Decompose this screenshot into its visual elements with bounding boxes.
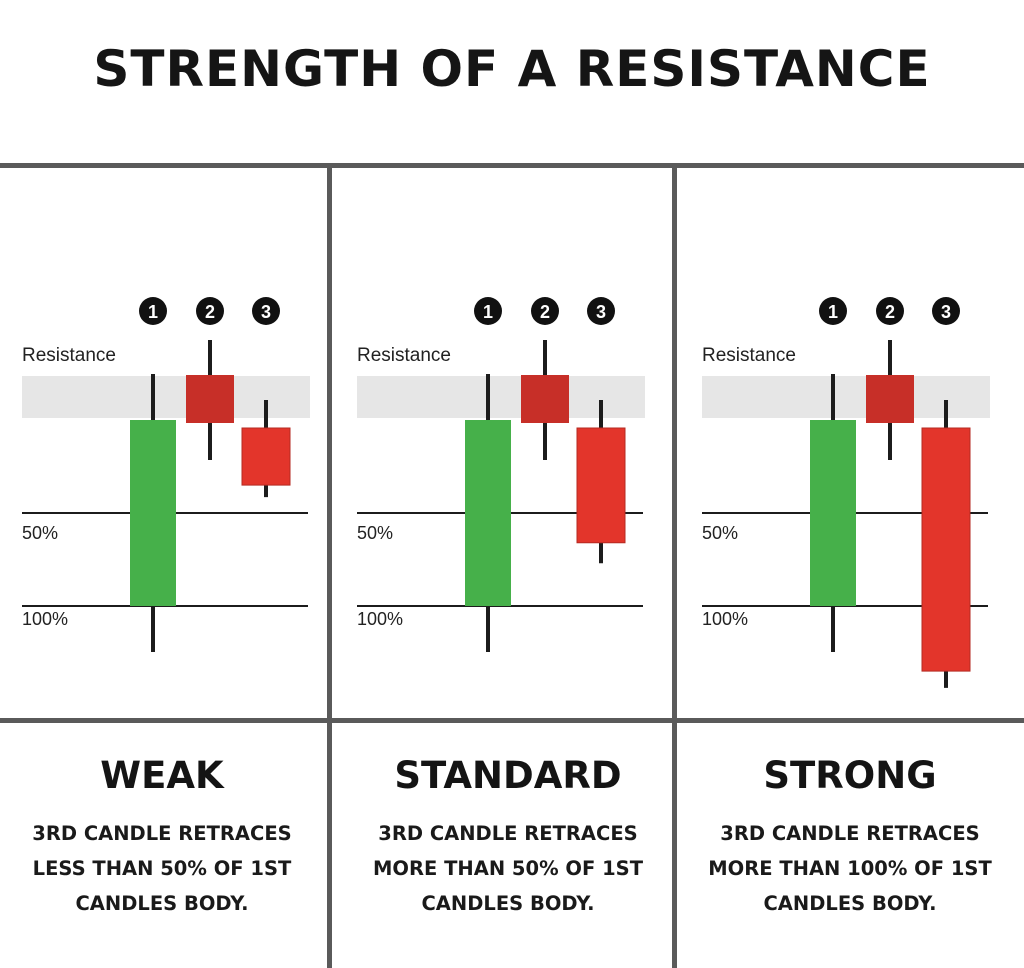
resistance-zone (357, 376, 645, 418)
divider-left (327, 163, 332, 968)
divider-middle (0, 718, 1024, 723)
candle-marker-number: 1 (483, 302, 493, 322)
hundred-percent-label: 100% (22, 609, 68, 629)
weak-caption: WEAK 3RD CANDLE RETRACES LESS THAN 50% O… (0, 722, 332, 968)
candle-marker-number: 2 (885, 302, 895, 322)
candle-2-body (866, 375, 914, 423)
candle-marker-number: 3 (941, 302, 951, 322)
strength-description: 3RD CANDLE RETRACES LESS THAN 50% OF 1ST… (32, 822, 292, 915)
candle-1-body (465, 420, 511, 606)
fifty-percent-label: 50% (22, 523, 58, 543)
strong-caption: STRONG 3RD CANDLE RETRACES MORE THAN 100… (680, 722, 1020, 968)
candle-marker-1 (474, 297, 502, 325)
strength-heading: STRONG (763, 754, 937, 797)
page-title: STRENGTH OF A RESISTANCE (93, 40, 931, 98)
strength-heading: STANDARD (394, 754, 622, 797)
candle-marker-number: 3 (596, 302, 606, 322)
standard-caption: STANDARD 3RD CANDLE RETRACES MORE THAN 5… (338, 722, 678, 968)
candlestick-chart: Resistance 50% 100% 1 2 3 (702, 297, 990, 688)
resistance-label: Resistance (22, 345, 116, 366)
candle-marker-2 (876, 297, 904, 325)
divider-right (672, 163, 677, 968)
resistance-label: Resistance (357, 345, 451, 366)
candle-3-body (576, 427, 626, 544)
candle-1-body (130, 420, 176, 606)
hundred-percent-label: 100% (702, 609, 748, 629)
candle-marker-3 (587, 297, 615, 325)
candle-marker-2 (196, 297, 224, 325)
candle-2-body (186, 375, 234, 423)
candle-marker-number: 3 (261, 302, 271, 322)
candle-marker-number: 1 (148, 302, 158, 322)
strength-heading: WEAK (100, 754, 224, 797)
standard-chart-panel: Resistance 50% 100% 1 2 3 (335, 168, 665, 720)
candle-marker-1 (139, 297, 167, 325)
candle-marker-number: 1 (828, 302, 838, 322)
candle-marker-number: 2 (540, 302, 550, 322)
resistance-zone (702, 376, 990, 418)
candle-2-body (521, 375, 569, 423)
candle-3-body (241, 427, 291, 486)
divider-top (0, 163, 1024, 168)
strong-chart-panel: Resistance 50% 100% 1 2 3 (680, 168, 1010, 720)
resistance-zone (22, 376, 310, 418)
candle-3-body (921, 427, 971, 672)
candle-marker-2 (531, 297, 559, 325)
candle-marker-number: 2 (205, 302, 215, 322)
resistance-label: Resistance (702, 345, 796, 366)
candlestick-chart: Resistance 50% 100% 1 2 3 (357, 297, 645, 652)
candle-marker-3 (932, 297, 960, 325)
hundred-percent-label: 100% (357, 609, 403, 629)
candle-1-body (810, 420, 856, 606)
candle-marker-1 (819, 297, 847, 325)
strength-description: 3RD CANDLE RETRACES MORE THAN 100% OF 1S… (708, 822, 992, 915)
candle-marker-3 (252, 297, 280, 325)
strength-description: 3RD CANDLE RETRACES MORE THAN 50% OF 1ST… (373, 822, 643, 915)
fifty-percent-label: 50% (702, 523, 738, 543)
fifty-percent-label: 50% (357, 523, 393, 543)
weak-chart-panel: Resistance 50% 100% 1 2 3 (0, 168, 330, 720)
candlestick-chart: Resistance 50% 100% 1 2 3 (22, 297, 310, 652)
